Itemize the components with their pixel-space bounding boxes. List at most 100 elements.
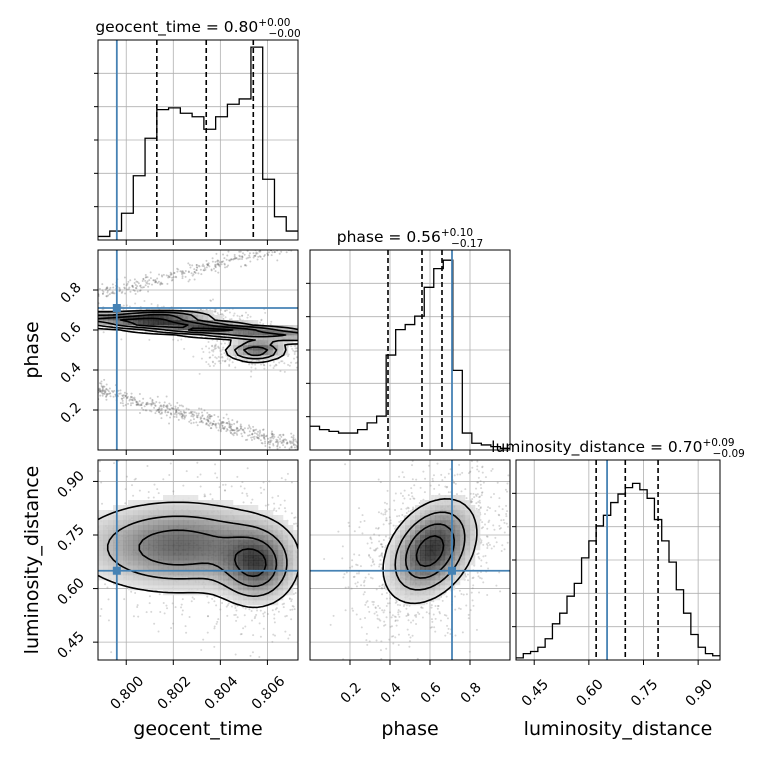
sample-point — [251, 433, 254, 436]
density-cell — [188, 580, 194, 586]
density-cell — [268, 580, 274, 586]
sample-point — [219, 362, 222, 365]
density-cell — [128, 520, 134, 526]
sample-point — [101, 385, 104, 388]
sample-point — [184, 416, 187, 419]
density-cell — [243, 595, 249, 601]
density-cell — [113, 505, 119, 511]
sample-point — [252, 428, 255, 431]
density-cell — [243, 530, 249, 536]
sample-point — [93, 491, 95, 493]
sample-point — [209, 415, 212, 418]
sample-point — [144, 409, 147, 412]
sample-point — [44, 312, 46, 314]
sample-point — [543, 357, 545, 359]
sample-point — [276, 440, 279, 443]
density-cell — [183, 520, 189, 526]
sample-point — [155, 401, 158, 404]
sample-point — [282, 444, 285, 447]
sample-point — [72, 313, 74, 315]
density-cell — [178, 495, 184, 501]
density-cell — [128, 500, 134, 506]
sample-point — [118, 290, 121, 293]
sample-point — [306, 321, 308, 323]
sample-point — [222, 427, 225, 430]
hist-bin-0 — [98, 236, 110, 240]
sample-point — [124, 394, 127, 397]
sample-point — [110, 292, 113, 295]
density-cell — [248, 575, 254, 581]
sample-point — [214, 264, 217, 267]
sample-point — [304, 527, 306, 529]
density-cell — [123, 540, 129, 546]
sample-point — [108, 293, 111, 296]
sample-point — [321, 499, 323, 501]
sample-point — [293, 248, 295, 250]
sample-point — [354, 336, 356, 338]
density-cell — [173, 515, 179, 521]
density-cell — [103, 515, 109, 521]
sample-point — [82, 316, 84, 318]
sample-point — [111, 290, 114, 293]
sample-point — [294, 344, 297, 347]
density-cell — [113, 555, 119, 561]
sample-point — [256, 252, 259, 255]
sample-point — [274, 634, 277, 637]
density-cell — [128, 555, 134, 561]
sample-point — [141, 279, 144, 282]
sample-point — [211, 597, 214, 600]
sample-point — [118, 288, 121, 291]
sample-point — [252, 634, 255, 637]
density-cell — [158, 540, 164, 546]
sample-point — [233, 422, 236, 425]
sample-point — [276, 259, 279, 262]
sample-point — [167, 274, 170, 277]
sample-point — [293, 446, 296, 449]
contour-lines — [98, 309, 298, 364]
sample-point — [271, 496, 274, 499]
sample-point — [121, 290, 124, 293]
sample-point — [113, 389, 116, 392]
density-cell — [163, 315, 169, 321]
sample-point — [311, 340, 313, 342]
sample-point — [407, 613, 410, 616]
sample-point — [101, 386, 104, 389]
density-cell — [233, 580, 239, 586]
density-cell — [158, 580, 164, 586]
density-cell — [243, 335, 249, 341]
density-cell — [108, 515, 114, 521]
density-cell — [268, 535, 274, 541]
sample-point — [285, 243, 287, 245]
sample-point — [501, 355, 503, 357]
sample-point — [290, 446, 293, 449]
density-cell — [198, 585, 204, 591]
sample-point — [258, 622, 261, 625]
sample-point — [283, 602, 286, 605]
density-cell — [143, 500, 149, 506]
density-cell — [243, 345, 249, 351]
sample-point — [145, 409, 148, 412]
sample-point — [153, 402, 156, 405]
sample-point — [257, 255, 260, 258]
sample-point — [225, 413, 228, 416]
density-cell — [223, 585, 229, 591]
sample-point — [170, 272, 173, 275]
sample-point — [121, 399, 124, 402]
density-cell — [193, 570, 199, 576]
sample-point — [9, 551, 11, 553]
sample-point — [279, 241, 281, 243]
density-cell — [188, 545, 194, 551]
sample-point — [191, 596, 194, 599]
sample-point — [240, 432, 243, 435]
sample-point — [302, 327, 304, 329]
hist-bin-25 — [698, 647, 705, 660]
density-cell — [108, 545, 114, 551]
sample-point — [82, 554, 84, 556]
density-cell — [218, 555, 224, 561]
sample-point — [220, 353, 223, 356]
density-cell — [173, 560, 179, 566]
density-cell — [243, 515, 249, 521]
density-cell — [113, 540, 119, 546]
sample-point — [391, 510, 393, 512]
sample-point — [54, 501, 56, 503]
